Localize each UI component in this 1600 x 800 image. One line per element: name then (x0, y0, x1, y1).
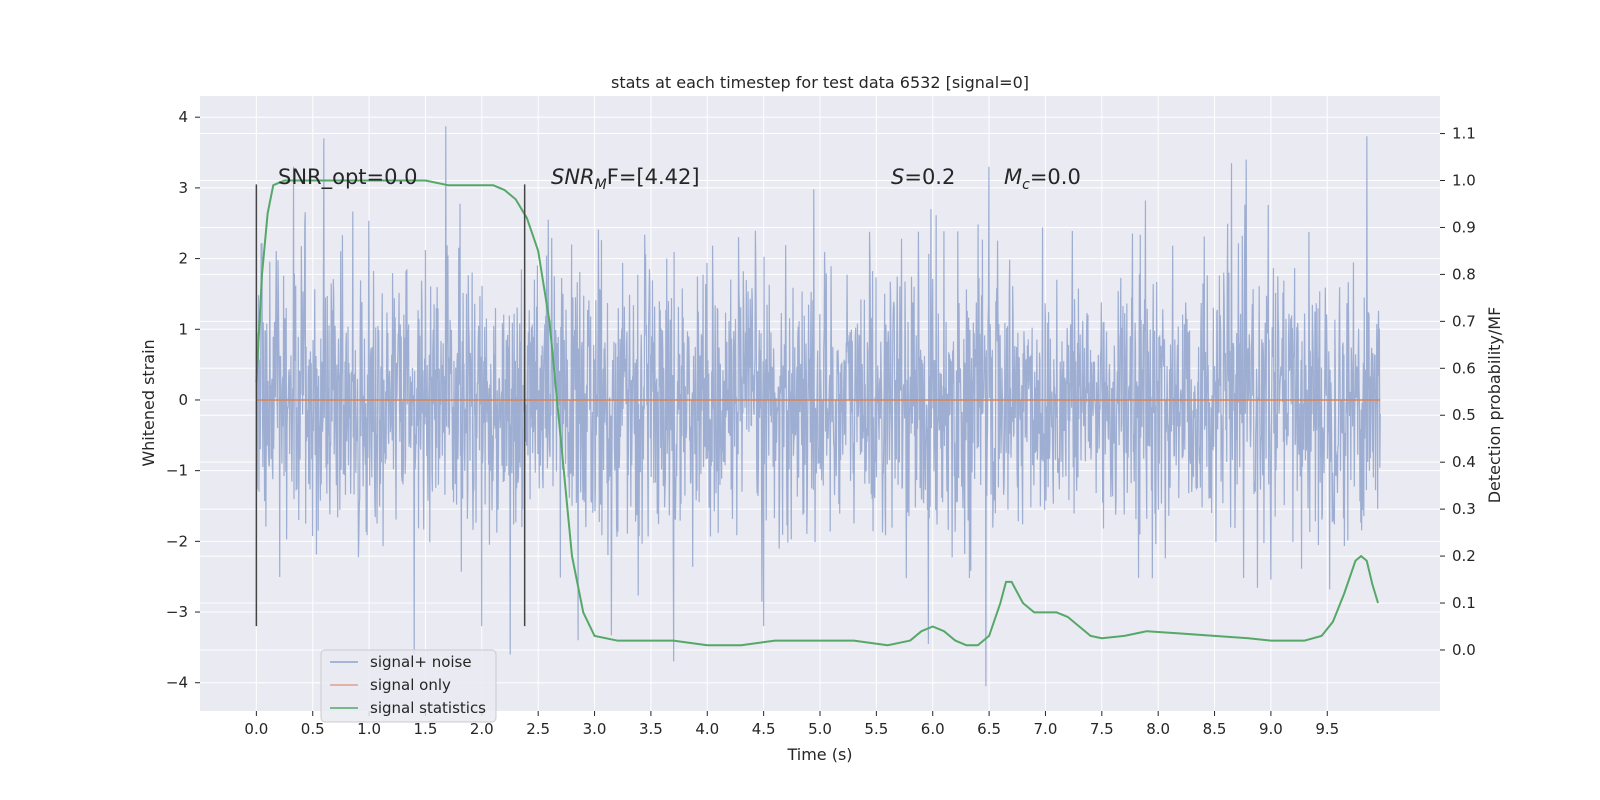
annotation-mc: Mc=0.0 (1004, 165, 1081, 193)
x-tick-label: 6.5 (977, 720, 1001, 738)
y-tick-label: 2 (178, 250, 188, 268)
x-tick-label: 5.5 (864, 720, 888, 738)
x-tick-label: 7.0 (1034, 720, 1058, 738)
x-tick-label: 2.0 (470, 720, 494, 738)
x-tick-label: 9.5 (1315, 720, 1339, 738)
x-tick-label: 0.5 (301, 720, 325, 738)
y2-axis-label: Detection probability/MF (1485, 307, 1504, 504)
x-tick-label: 2.5 (526, 720, 550, 738)
y-tick-label: 0 (178, 391, 188, 409)
y2-tick-label: 0.5 (1452, 406, 1476, 424)
chart-title: stats at each timestep for test data 653… (611, 73, 1029, 92)
legend-label-signal-plus-noise: signal+ noise (370, 653, 472, 671)
signal-statistics-line (255, 179, 1379, 647)
y2-tick-label: 0.9 (1452, 218, 1476, 236)
x-tick-label: 9.0 (1259, 720, 1283, 738)
y-tick-label: −1 (166, 462, 188, 480)
y2-tick-label: 1.0 (1452, 172, 1476, 190)
y-tick-label: −2 (166, 532, 188, 550)
y-tick-label: −4 (166, 674, 188, 692)
y-tick-label: −3 (166, 603, 188, 621)
x-tick-label: 8.0 (1146, 720, 1170, 738)
annotation-s-value: =0.2 (904, 165, 955, 189)
y-tick-label: 1 (178, 320, 188, 338)
y2-tick-label: 0.6 (1452, 359, 1476, 377)
vlines (255, 184, 526, 627)
x-tick-label: 7.5 (1090, 720, 1114, 738)
x-tick-label: 4.0 (695, 720, 719, 738)
annotation-s-letter: S (891, 165, 904, 189)
annotation-snr-opt: SNR_opt=0.0 (278, 165, 418, 190)
y2-tick-label: 0.7 (1452, 312, 1476, 330)
x-tick-label: 3.0 (583, 720, 607, 738)
ticks: 0.0 0.5 1.0 1.5 2.0 2.5 3.0 3.5 4.0 4.5 5.0 5.5 6.0 6… (166, 108, 1476, 738)
y2-tick-label: 0.3 (1452, 500, 1476, 518)
x-tick-label: 5.0 (808, 720, 832, 738)
annotation-mc-sub: c (1022, 177, 1030, 193)
y2-tick-label: 0.4 (1452, 453, 1476, 471)
legend: signal+ noise signal only signal statist… (320, 649, 497, 723)
annotation-snr-mf-prefix: SNR (551, 165, 595, 189)
y2-tick-label: 0.2 (1452, 547, 1476, 565)
x-tick-label: 3.5 (639, 720, 663, 738)
annotation-snr-mf: SNRMF=[4.42] (551, 165, 700, 193)
x-tick-label: 8.5 (1203, 720, 1227, 738)
y-tick-label: 4 (178, 108, 188, 126)
legend-label-signal-only: signal only (370, 676, 451, 694)
series-signal-plus-noise (255, 126, 1381, 687)
annotation-mc-value: =0.0 (1030, 165, 1081, 189)
y2-tick-label: 0.0 (1452, 641, 1476, 659)
y2-tick-label: 0.1 (1452, 594, 1476, 612)
legend-label-signal-statistics: signal statistics (370, 699, 486, 717)
y-axis-label: Whitened strain (139, 339, 158, 466)
x-tick-label: 1.0 (357, 720, 381, 738)
x-tick-label: 0.0 (244, 720, 268, 738)
annotation-snr-mf-suffix: F=[4.42] (607, 165, 700, 189)
y-tick-label: 3 (178, 179, 188, 197)
x-tick-label: 1.5 (414, 720, 438, 738)
legend-box (320, 649, 497, 723)
x-axis-label: Time (s) (786, 745, 852, 764)
annotation-snr-mf-sub: M (595, 177, 607, 193)
annotation-s: S=0.2 (891, 165, 955, 189)
annotation-mc-letter: M (1004, 165, 1022, 189)
series-layer (255, 179, 1381, 647)
signal-plus-noise-line (255, 126, 1381, 687)
y2-tick-label: 0.8 (1452, 265, 1476, 283)
y2-tick-label: 1.1 (1452, 125, 1476, 143)
x-tick-label: 6.0 (921, 720, 945, 738)
x-tick-label: 4.5 (752, 720, 776, 738)
